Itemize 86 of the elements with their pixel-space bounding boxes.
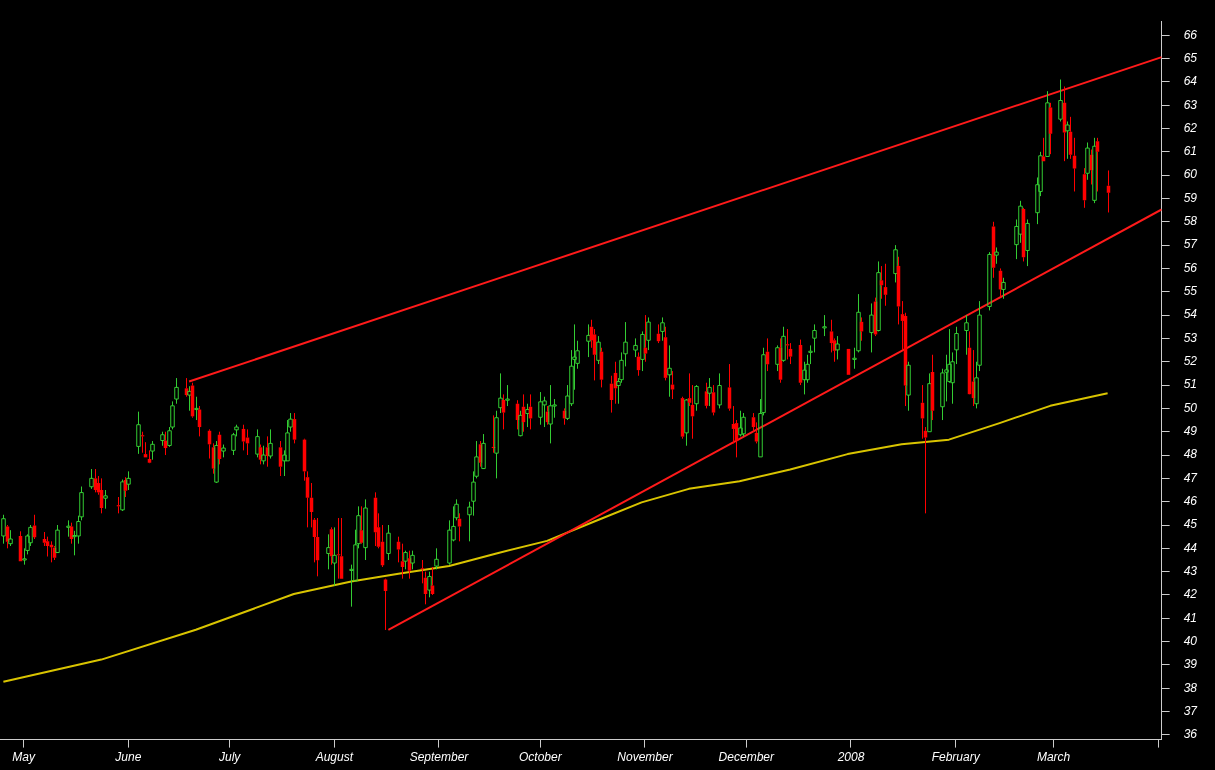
y-tick-label: 61 — [1183, 144, 1198, 159]
candlestick — [505, 384, 510, 407]
y-tick-label: 53 — [1183, 330, 1198, 345]
x-tick-label: December — [718, 750, 775, 765]
candlestick — [326, 533, 331, 570]
y-tick-label: 63 — [1183, 97, 1198, 112]
candlestick — [194, 396, 199, 421]
y-tick-label: 36 — [1183, 727, 1198, 742]
y-tick-label: 39 — [1183, 657, 1198, 672]
candlestick — [447, 519, 452, 566]
candlestick — [1025, 218, 1030, 267]
x-tick-label: June — [114, 750, 142, 765]
candlestick — [103, 489, 108, 510]
candlestick — [822, 314, 827, 337]
y-tick-label: 54 — [1183, 307, 1198, 322]
y-tick-label: 47 — [1183, 470, 1199, 485]
x-tick-label: 2008 — [836, 750, 865, 765]
y-tick-label: 55 — [1183, 284, 1198, 299]
y-tick-label: 44 — [1183, 540, 1198, 555]
y-tick-label: 43 — [1183, 564, 1198, 579]
candlestick — [538, 391, 543, 426]
candlestick — [1092, 137, 1097, 204]
y-tick-label: 56 — [1183, 260, 1198, 275]
candlestick — [1085, 141, 1090, 181]
candlestick — [255, 428, 260, 458]
candlestick — [89, 468, 94, 490]
candlestick — [812, 323, 817, 353]
candlestick — [1065, 121, 1070, 160]
y-tick-label: 57 — [1183, 237, 1199, 252]
y-tick-label: 41 — [1183, 610, 1198, 625]
candlestick — [1058, 79, 1063, 122]
candlestick — [386, 524, 391, 561]
candlestick — [268, 428, 273, 460]
y-tick-label: 66 — [1183, 27, 1198, 42]
candlestick — [136, 411, 141, 455]
candlestick — [147, 449, 152, 463]
candlestick — [994, 246, 999, 265]
candlestick — [906, 361, 911, 412]
candlestick — [187, 385, 192, 412]
candlestick — [802, 361, 807, 395]
y-tick-label: 64 — [1183, 74, 1198, 89]
candlestick — [494, 410, 499, 479]
y-tick-label: 60 — [1183, 167, 1198, 182]
x-tick-label: February — [931, 750, 981, 765]
y-tick-label: 65 — [1183, 50, 1198, 65]
candlestick — [430, 566, 435, 595]
candlestick — [1041, 137, 1046, 162]
candlestick — [363, 498, 368, 561]
candlestick — [754, 421, 759, 444]
candlestick — [126, 470, 131, 491]
x-tick-label: March — [1036, 750, 1071, 765]
candlestick — [694, 385, 699, 412]
y-tick-label: 50 — [1183, 400, 1198, 415]
x-tick-label: August — [314, 750, 354, 765]
y-tick-label: 46 — [1183, 494, 1198, 509]
y-tick-label: 40 — [1183, 633, 1198, 648]
y-tick-label: 59 — [1183, 190, 1198, 205]
y-tick-label: 52 — [1183, 354, 1198, 369]
candlestick — [481, 433, 486, 470]
y-tick-label: 58 — [1183, 214, 1198, 229]
y-tick-label: 37 — [1183, 703, 1199, 718]
candlestick — [643, 314, 648, 363]
candlestick — [150, 440, 155, 461]
candlestick — [1001, 277, 1006, 300]
x-tick-label: September — [409, 750, 470, 765]
y-tick-label: 42 — [1183, 587, 1198, 602]
x-tick-label: May — [12, 750, 36, 765]
candlestick — [434, 547, 439, 570]
y-tick-label: 62 — [1183, 120, 1198, 135]
candlestick — [8, 529, 13, 547]
y-tick-label: 48 — [1183, 447, 1198, 462]
y-tick-label: 45 — [1183, 517, 1198, 532]
candlestick — [869, 302, 874, 353]
x-tick-label: October — [518, 750, 563, 765]
y-tick-label: 38 — [1183, 680, 1198, 695]
candlestick — [835, 335, 840, 360]
candlestick — [174, 377, 179, 405]
x-tick-label: November — [617, 750, 674, 765]
candlestick — [45, 536, 50, 557]
candlestick — [964, 314, 969, 356]
candlestick — [498, 372, 503, 414]
x-tick-label: July — [217, 750, 242, 765]
candlestick — [633, 337, 638, 358]
y-tick-label: 49 — [1183, 424, 1198, 439]
y-tick-label: 51 — [1183, 377, 1198, 392]
candlestick — [586, 323, 591, 358]
